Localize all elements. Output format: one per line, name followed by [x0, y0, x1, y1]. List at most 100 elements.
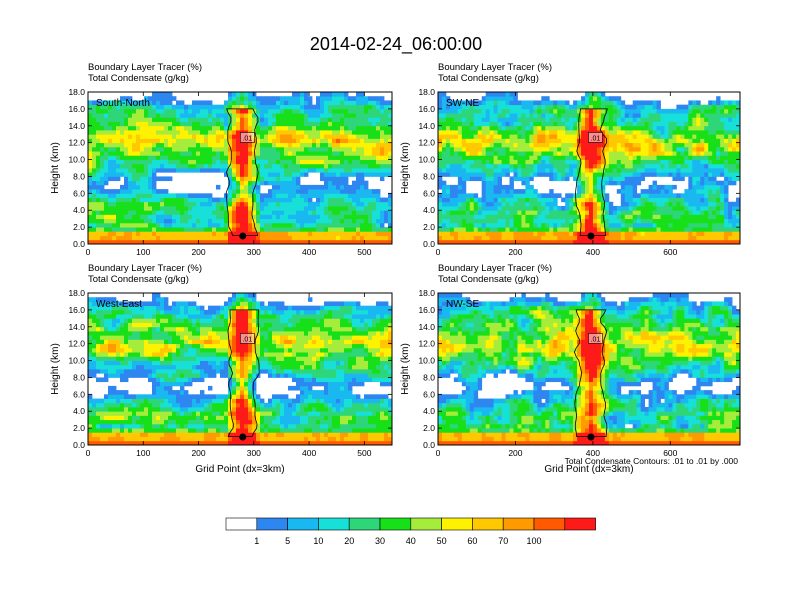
heatmap-cell — [549, 121, 554, 127]
heatmap-cell — [640, 176, 646, 182]
heatmap-cell — [493, 138, 498, 144]
heatmap-cell — [445, 130, 451, 135]
panel-title-line: Total Condensate (g/kg) — [438, 73, 539, 84]
heatmap-cell — [628, 168, 634, 173]
heatmap-cell — [501, 168, 506, 173]
heatmap-cell — [104, 206, 109, 211]
heatmap-cell — [589, 180, 594, 186]
heatmap-cell — [648, 125, 653, 131]
heatmap-cell — [236, 189, 241, 194]
heatmap-cell — [640, 134, 646, 139]
heatmap-cell — [720, 239, 725, 245]
heatmap-cell — [228, 113, 233, 118]
heatmap-cell — [236, 121, 241, 127]
heatmap-cell — [656, 117, 661, 122]
heatmap-cell — [565, 104, 570, 110]
heatmap-cell — [268, 235, 273, 241]
heatmap-cell — [164, 168, 169, 173]
heatmap-cell — [557, 163, 562, 169]
heatmap-cell — [152, 180, 157, 186]
heatmap-cell — [184, 227, 189, 232]
heatmap-cell — [204, 210, 209, 215]
heatmap-cell — [256, 176, 261, 182]
heatmap-cell — [124, 134, 129, 139]
heatmap-cell — [457, 125, 463, 131]
heatmap-cell — [228, 151, 233, 156]
heatmap-cell — [148, 138, 153, 144]
heatmap-cell — [565, 108, 570, 114]
heatmap-cell — [485, 142, 491, 148]
heatmap-cell — [184, 214, 189, 220]
heatmap-cell — [517, 197, 522, 203]
heatmap-cell — [692, 146, 697, 152]
heatmap-cell — [529, 121, 534, 127]
heatmap-cell — [240, 163, 245, 169]
heatmap-cell — [312, 151, 317, 156]
heatmap-cell — [724, 104, 729, 110]
heatmap-cell — [596, 151, 602, 156]
heatmap-cell — [316, 146, 321, 152]
heatmap-cell — [525, 184, 530, 190]
heatmap-cell — [188, 125, 193, 131]
heatmap-cell — [104, 130, 109, 135]
heatmap-cell — [96, 214, 101, 220]
heatmap-cell — [696, 104, 701, 110]
heatmap-cell — [692, 189, 697, 194]
heatmap-cell — [376, 108, 381, 114]
heatmap-cell — [116, 168, 121, 173]
heatmap-cell — [680, 176, 685, 182]
heatmap-cell — [596, 189, 602, 194]
heatmap-cell — [320, 100, 325, 106]
heatmap-cell — [569, 231, 574, 236]
heatmap-cell — [312, 189, 317, 194]
heatmap-cell — [648, 159, 653, 165]
heatmap-cell — [192, 146, 197, 152]
heatmap-cell — [712, 193, 717, 198]
heatmap-cell — [438, 172, 443, 177]
heatmap-cell — [196, 108, 201, 114]
heatmap-cell — [604, 159, 610, 165]
heatmap-cell — [100, 180, 105, 186]
heatmap-cell — [148, 214, 153, 220]
heatmap-cell — [160, 108, 165, 114]
heatmap-cell — [260, 222, 265, 228]
heatmap-cell — [96, 184, 101, 190]
heatmap-cell — [608, 214, 614, 220]
heatmap-cell — [172, 218, 177, 224]
heatmap-cell — [438, 138, 443, 144]
heatmap-cell — [248, 117, 253, 122]
heatmap-cell — [541, 104, 546, 110]
heatmap-cell — [577, 108, 582, 114]
heatmap-cell — [624, 235, 630, 241]
heatmap-cell — [128, 180, 133, 186]
heatmap-cell — [292, 231, 297, 236]
heatmap-cell — [620, 142, 626, 148]
heatmap-cell — [708, 130, 713, 135]
heatmap-cell — [660, 227, 665, 232]
heatmap-cell — [328, 239, 333, 245]
heatmap-cell — [176, 100, 181, 106]
heatmap-cell — [204, 117, 209, 122]
heatmap-cell — [120, 222, 125, 228]
heatmap-cell — [438, 218, 443, 224]
heatmap-cell — [88, 218, 93, 224]
heatmap-cell — [680, 235, 685, 241]
heatmap-cell — [296, 121, 301, 127]
heatmap-cell — [144, 113, 149, 118]
heatmap-cell — [501, 197, 506, 203]
heatmap-cell — [300, 201, 305, 207]
heatmap-cell — [332, 100, 337, 106]
heatmap-cell — [521, 222, 526, 228]
heatmap-cell — [585, 172, 590, 177]
heatmap-cell — [108, 201, 113, 207]
heatmap-cell — [644, 222, 649, 228]
heatmap-cell — [640, 231, 646, 236]
heatmap-cell — [712, 189, 717, 194]
heatmap-cell — [485, 104, 491, 110]
heatmap-cell — [312, 125, 317, 131]
heatmap-cell — [501, 92, 506, 97]
heatmap-cell — [244, 108, 249, 114]
heatmap-cell — [537, 214, 542, 220]
heatmap-cell — [692, 125, 697, 131]
heatmap-cell — [128, 235, 133, 241]
